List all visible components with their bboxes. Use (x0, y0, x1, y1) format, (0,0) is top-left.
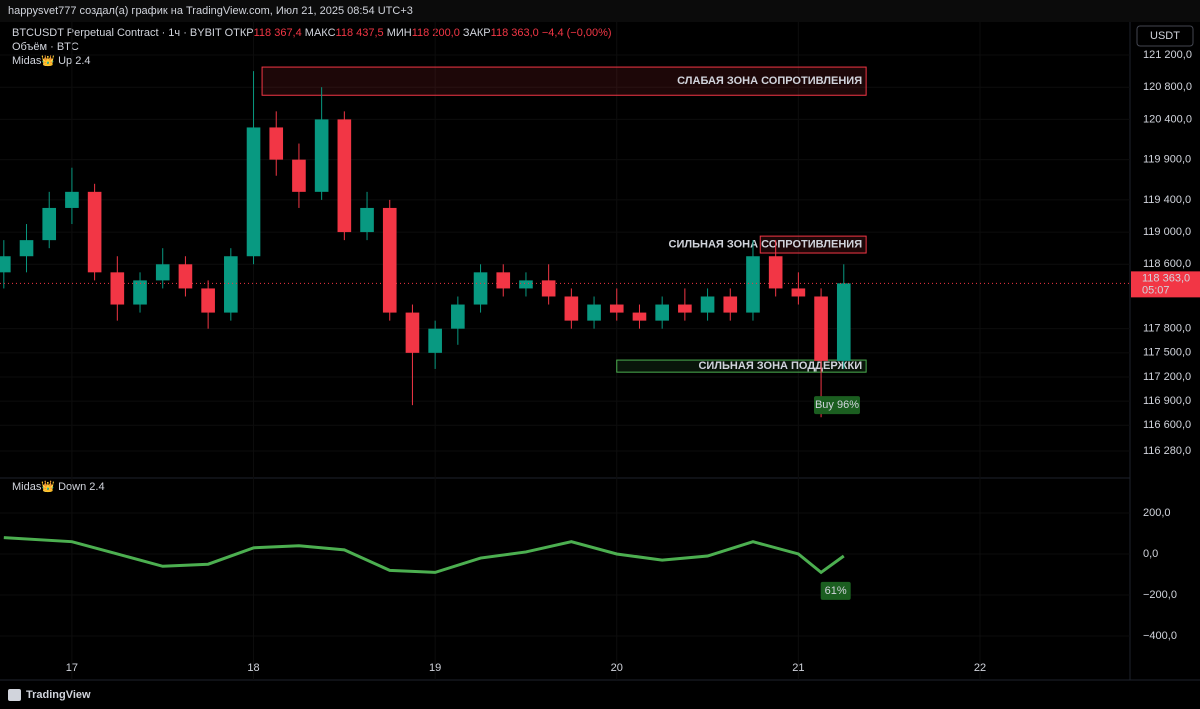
top-bar (0, 0, 1200, 22)
annotation: Buy 96% (815, 399, 859, 411)
candle-body (178, 264, 193, 289)
y-tick-label: 116 600,0 (1143, 419, 1191, 431)
annotation-box (813, 396, 860, 415)
candle-body (655, 304, 669, 321)
y-tick-label: 116 900,0 (1143, 395, 1191, 407)
candle-body (541, 280, 556, 297)
x-tick-label: 20 (611, 662, 623, 674)
y-tick-label: 120 800,0 (1143, 81, 1192, 93)
candle-body (337, 119, 352, 233)
y-tick-label: 200,0 (1143, 507, 1171, 519)
candle-body (473, 272, 488, 305)
y-tick-label: −400,0 (1143, 630, 1177, 642)
candle-body (496, 272, 511, 289)
candle-body (836, 283, 851, 361)
candle-body (451, 304, 465, 329)
countdown: 05:07 (1142, 284, 1170, 296)
candle-body (382, 207, 397, 313)
candle-body (609, 304, 624, 313)
close: 118 363,0 (491, 27, 539, 39)
y-tick-label: 121 200,0 (1143, 49, 1192, 61)
candle-body (314, 119, 329, 192)
zone (759, 235, 867, 254)
change: −4,4 (−0,00%) (542, 27, 612, 39)
candle-body (519, 280, 533, 289)
zone-label: СИЛЬНАЯ ЗОНА ПОДДЕРЖКИ (698, 360, 862, 372)
zone-label: СИЛЬНАЯ ЗОНА СОПРОТИВЛЕНИЯ (669, 238, 863, 250)
candle-body (42, 207, 57, 241)
candle-body (110, 272, 125, 305)
candle-body (723, 296, 738, 313)
legend-symbol: BTCUSDT Perpetual Contract · 1ч · BYBIT … (12, 27, 612, 39)
last-price-box (1131, 271, 1200, 298)
candle-body (133, 280, 147, 305)
candle-body (269, 127, 284, 160)
y-tick-label: −200,0 (1143, 589, 1177, 601)
open-label: ОТКР (225, 27, 254, 39)
candle-body (201, 288, 215, 313)
close-label: ЗАКР (463, 27, 491, 39)
zone-label: СЛАБАЯ ЗОНА СОПРОТИВЛЕНИЯ (677, 75, 862, 87)
candle-body (700, 296, 715, 313)
candle-body (0, 256, 11, 273)
currency-button[interactable] (1136, 25, 1194, 47)
y-tick-label: 0,0 (1143, 548, 1158, 560)
brand: TradingView (26, 689, 91, 701)
y-tick-label: 119 900,0 (1143, 154, 1191, 166)
candle-body (246, 127, 261, 257)
candle-body (791, 288, 806, 297)
y-tick-label: 117 200,0 (1143, 371, 1191, 383)
x-tick-label: 18 (247, 662, 259, 674)
high-label: МАКС (305, 27, 336, 39)
low-label: МИН (387, 27, 412, 39)
x-tick-label: 19 (429, 662, 441, 674)
oscillator-line (3, 536, 845, 575)
x-tick-label: 17 (66, 662, 78, 674)
y-tick-label: 120 400,0 (1143, 113, 1192, 125)
y-tick-label: 118 600,0 (1143, 258, 1191, 270)
pane-title: Midas👑 Down 2.4 (12, 480, 105, 493)
candle-body (405, 312, 420, 353)
candle-body (587, 304, 601, 321)
x-tick-label: 22 (974, 662, 986, 674)
annotation: 61% (825, 585, 847, 597)
candle-body (87, 191, 102, 273)
annotation-box (820, 581, 851, 600)
candle-body (292, 159, 306, 192)
candle-body (224, 256, 238, 313)
currency[interactable]: USDT (1150, 30, 1180, 42)
y-tick-label: 116 280,0 (1143, 445, 1191, 457)
last-price-label: 118 363,0 (1142, 272, 1190, 284)
candle-body (155, 264, 170, 281)
y-tick-label: 117 800,0 (1143, 323, 1191, 335)
y-tick-label: 117 500,0 (1143, 347, 1191, 359)
candle-body (632, 312, 647, 321)
candle-body (65, 191, 79, 208)
candle-body (19, 240, 34, 257)
zone (616, 359, 867, 373)
low: 118 200,0 (412, 27, 460, 39)
header-title: happysvet777 создал(а) график на Trading… (8, 5, 413, 17)
candle-body (360, 207, 374, 233)
y-tick-label: 119 000,0 (1143, 226, 1191, 238)
open: 118 367,4 (254, 27, 302, 39)
high: 118 437,5 (336, 27, 384, 39)
zone (261, 66, 867, 96)
y-tick-label: 119 400,0 (1143, 194, 1191, 206)
legend-volume: Объём · BTC (12, 41, 79, 53)
legend-indicator: Midas👑 Up 2.4 (12, 54, 91, 67)
candle-body (814, 296, 828, 361)
x-tick-label: 21 (792, 662, 804, 674)
candle-body (746, 256, 760, 313)
brand-logo (8, 689, 21, 701)
symbol: BTCUSDT Perpetual Contract · 1ч · BYBIT (12, 27, 222, 39)
candle-body (428, 328, 442, 353)
candle-body (768, 256, 783, 289)
candle-body (678, 304, 692, 313)
candle-body (564, 296, 579, 321)
